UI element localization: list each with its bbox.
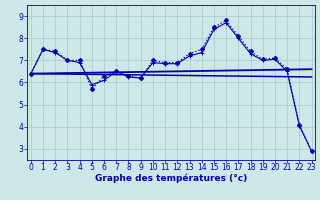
X-axis label: Graphe des températures (°c): Graphe des températures (°c)	[95, 174, 247, 183]
